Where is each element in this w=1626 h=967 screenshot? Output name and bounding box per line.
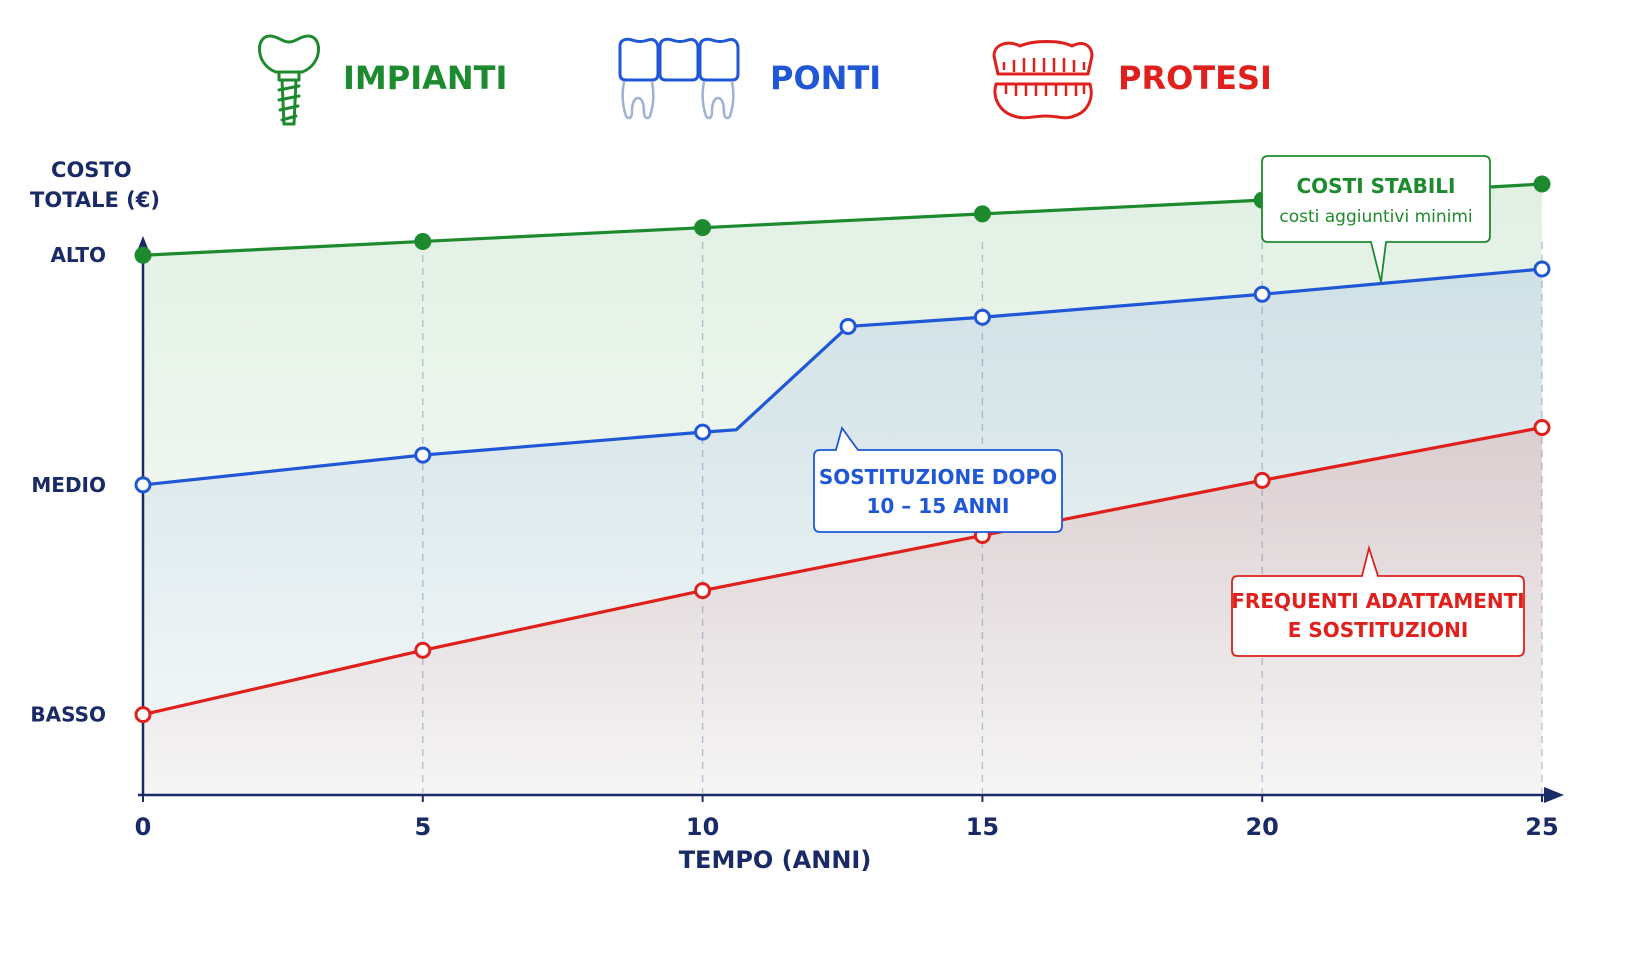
- y-tick-label-basso: BASSO: [30, 703, 106, 727]
- point-protesi-25: [1533, 419, 1551, 436]
- annotation-callout-box: [813, 425, 1063, 533]
- point-impianti-15: [973, 205, 991, 223]
- legend-item-impianti: IMPIANTI: [258, 34, 507, 126]
- line-ponti: [141, 267, 1544, 487]
- series-markers: [134, 175, 1551, 724]
- point-ponti-10: [694, 423, 712, 441]
- point-impianti-25: [1533, 175, 1551, 193]
- legend-label-ponti: PONTI: [770, 59, 881, 97]
- point-ponti-0: [134, 476, 152, 494]
- point-ponti-20: [1253, 285, 1271, 303]
- annotation-costi-stabili: COSTI STABILI costi aggiuntivi minimi: [1261, 155, 1491, 283]
- point-protesi-5: [414, 641, 432, 659]
- annotation-sostituzione: SOSTITUZIONE DOPO 10 – 15 ANNI: [813, 425, 1063, 533]
- point-impianti-0: [134, 246, 152, 264]
- y-axis-title-line-2: TOTALE (€): [30, 188, 160, 212]
- legend: IMPIANTI PONTI: [258, 34, 1272, 126]
- point-ponti-25: [1533, 260, 1551, 278]
- point-impianti-10: [694, 219, 712, 237]
- legend-label-protesi: PROTESI: [1118, 59, 1272, 97]
- legend-item-protesi: PROTESI: [992, 40, 1272, 120]
- y-axis-title: COSTO TOTALE (€): [30, 158, 160, 212]
- x-tick-label-0: 0: [135, 813, 152, 841]
- x-tick-label-15: 15: [966, 813, 999, 841]
- x-tick-label-20: 20: [1245, 813, 1278, 841]
- annotation-title: COSTI STABILI: [1297, 174, 1456, 198]
- y-tick-label-medio: MEDIO: [31, 473, 106, 497]
- point-protesi-10: [694, 582, 712, 600]
- point-protesi-0: [134, 706, 152, 724]
- annotation-line-1: SOSTITUZIONE DOPO: [819, 465, 1057, 489]
- point-ponti-5: [414, 446, 432, 464]
- annotation-line-2: 10 – 15 ANNI: [867, 494, 1010, 518]
- annotation-line-2: E SOSTITUZIONI: [1288, 618, 1469, 642]
- annotation-callout-box: [1231, 544, 1525, 657]
- dental-implant-icon: [258, 34, 320, 126]
- line-protesi: [141, 425, 1544, 717]
- legend-item-ponti: PONTI: [618, 37, 881, 120]
- dental-bridge-icon: [618, 37, 740, 120]
- x-axis-title: TEMPO (ANNI): [679, 846, 872, 874]
- x-axis-arrow: [1544, 787, 1564, 803]
- tick-labels: 0 5 10 15 20 25 BASSO MEDIO ALTO: [30, 243, 1558, 841]
- annotation-subtitle: costi aggiuntivi minimi: [1279, 207, 1472, 227]
- dentures-icon: [992, 40, 1094, 120]
- point-protesi-20: [1253, 471, 1271, 489]
- x-tick-label-10: 10: [686, 813, 719, 841]
- legend-label-impianti: IMPIANTI: [343, 59, 507, 97]
- y-axis-title-line-1: COSTO: [51, 158, 132, 182]
- point-ponti-12.6: [839, 317, 857, 335]
- annotation-frequenti: FREQUENTI ADATTAMENTI E SOSTITUZIONI: [1231, 544, 1525, 657]
- annotation-line-1: FREQUENTI ADATTAMENTI: [1231, 589, 1524, 613]
- annotation-callout-box: [1261, 155, 1491, 283]
- x-tick-label-25: 25: [1525, 813, 1558, 841]
- point-ponti-15: [973, 308, 991, 326]
- y-tick-label-alto: ALTO: [50, 243, 106, 267]
- x-tick-label-5: 5: [414, 813, 431, 841]
- area-protesi: [143, 427, 1542, 795]
- point-impianti-5: [414, 232, 432, 250]
